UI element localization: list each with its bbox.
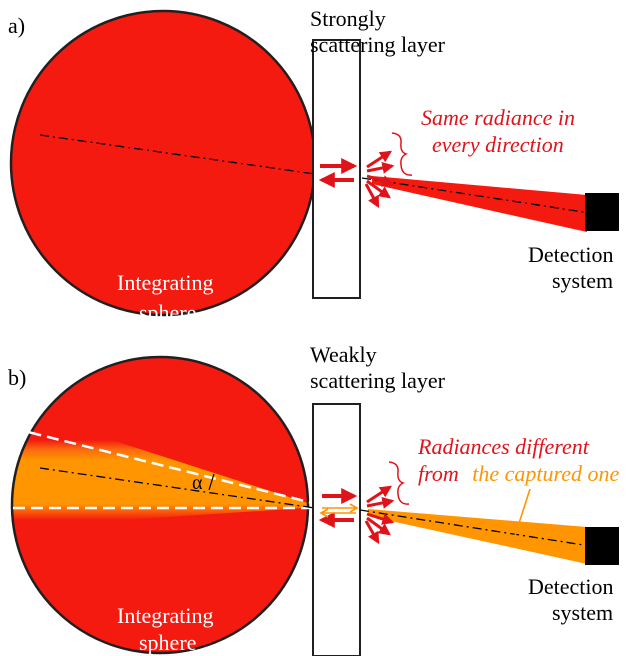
annotation-b-line2: from the captured one [418, 461, 620, 486]
panel-a-label: a) [8, 13, 25, 38]
annotation-a-line2: every direction [432, 132, 564, 157]
annotation-brace-b [388, 461, 410, 505]
layer-label-b-line1: Weakly [310, 342, 377, 367]
annotation-b-line1: Radiances different [417, 434, 590, 459]
scatter-arrows-b [364, 485, 395, 545]
detection-beam-b [368, 509, 587, 564]
annotation-b-part-red: from [418, 461, 459, 486]
scatter-arrows-a [364, 150, 395, 209]
annotation-leader-b [511, 488, 531, 546]
annotation-brace-a [391, 132, 413, 176]
optical-axis-beam-a [361, 177, 591, 214]
scattering-layer-a [312, 39, 361, 299]
sphere-label-b-line1: Integrating [117, 603, 214, 628]
sphere-label-a-line2: sphere [139, 300, 196, 325]
sphere-label-a-line1: Integrating [117, 270, 214, 295]
double-arrow-b [318, 488, 359, 528]
angle-alpha-label: α [192, 472, 203, 494]
angle-alpha-tick [208, 473, 215, 491]
detector-a [585, 193, 619, 231]
panel-b: b) α Integrating sphere Weakly scatterin… [8, 342, 620, 656]
cone-edges [11, 426, 314, 510]
optical-axis-sphere-b [39, 467, 316, 509]
layer-label-a-line1: Strongly [310, 6, 386, 31]
annotation-b-part-orange: the captured one [472, 461, 619, 486]
sphere-label-b-line2: sphere [139, 630, 196, 655]
annotation-a-line1: Same radiance in [421, 105, 575, 130]
detector-b [585, 527, 619, 565]
sphere-outline-b [10, 355, 310, 655]
optical-axis-sphere-a [39, 134, 316, 175]
detection-beam-a [372, 176, 587, 232]
detector-label-b-line2: system [552, 600, 613, 625]
layer-label-b-line2: scattering layer [310, 368, 446, 393]
detector-label-a-line1: Detection [528, 242, 614, 267]
scattering-layer-b [312, 403, 361, 656]
panel-a: a) Integrating sphere Strongly scatterin… [8, 6, 619, 325]
panel-b-label: b) [8, 365, 26, 390]
optical-axis-beam-b [359, 509, 591, 547]
detector-label-a-line2: system [552, 268, 613, 293]
layer-label-a-line2: scattering layer [310, 32, 446, 57]
detector-label-b-line1: Detection [528, 574, 614, 599]
double-arrow-a [318, 158, 358, 188]
